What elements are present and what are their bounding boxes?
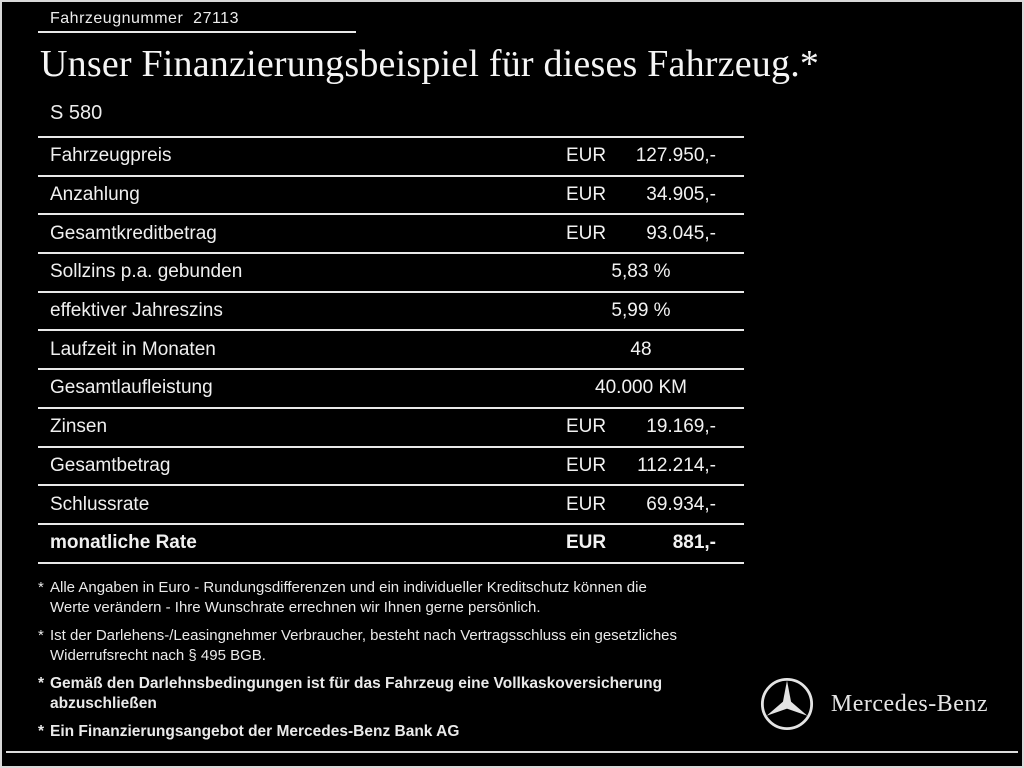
- model-name: S 580: [50, 102, 103, 124]
- currency-label: EUR: [566, 222, 607, 244]
- amount-value: 69.934,-: [646, 493, 716, 515]
- table-row: monatliche Rate EUR 881,-: [38, 525, 744, 564]
- row-value: EUR 34.905,-: [566, 184, 716, 206]
- amount-value: 34.905,-: [646, 184, 716, 206]
- row-value: EUR 127.950,-: [566, 145, 716, 167]
- finance-table: Fahrzeugpreis EUR 127.950,- Anzahlung EUR 34.…: [38, 136, 744, 564]
- amount-value: 40.000 KM: [595, 377, 687, 399]
- row-value: EUR 112.214,-: [566, 455, 716, 477]
- table-row: Zinsen EUR 19.169,-: [38, 409, 744, 448]
- amount-value: 881,-: [672, 532, 716, 554]
- vehicle-number: Fahrzeugnummer 27113: [50, 10, 239, 27]
- footnote-text: Ist der Darlehens-/Leasingnehmer Verbrau…: [50, 627, 678, 664]
- brand-name: Mercedes-Benz: [830, 690, 988, 717]
- amount-value: 112.214,-: [637, 454, 716, 476]
- header-divider: [38, 31, 356, 33]
- row-label: effektiver Jahreszins: [50, 300, 223, 322]
- row-label: Gesamtlaufleistung: [50, 377, 213, 399]
- row-label: Gesamtkreditbetrag: [50, 222, 217, 244]
- currency-label: EUR: [566, 493, 607, 515]
- currency-label: EUR: [566, 145, 607, 167]
- footnotes: * Alle Angaben in Euro - Rundungsdifferen…: [38, 578, 686, 750]
- row-label: Gesamtbetrag: [50, 454, 171, 476]
- row-label: Sollzins p.a. gebunden: [50, 261, 243, 283]
- row-label: Zinsen: [50, 416, 108, 438]
- currency-label: EUR: [566, 532, 607, 554]
- bottom-divider: [6, 751, 1018, 753]
- row-value: 40.000 KM: [566, 377, 716, 399]
- footnote-marker: *: [38, 723, 45, 740]
- table-row: Anzahlung EUR 34.905,-: [38, 177, 744, 216]
- table-row: Gesamtkreditbetrag EUR 93.045,-: [38, 215, 744, 255]
- footnote-marker: *: [38, 579, 44, 596]
- row-value: EUR 19.169,-: [566, 416, 716, 438]
- footnote-text: Ein Finanzierungsangebot der Mercedes-Be…: [50, 723, 460, 740]
- row-value: EUR 69.934,-: [566, 494, 716, 516]
- table-row: Sollzins p.a. gebunden 5,83 %: [38, 254, 744, 293]
- row-label: Anzahlung: [50, 184, 140, 206]
- mercedes-star-icon: [759, 676, 815, 732]
- row-value: EUR 881,-: [566, 532, 716, 554]
- footnote-text: Gemäß den Darlehnsbedingungen ist für da…: [50, 675, 663, 712]
- row-label: Fahrzeugpreis: [50, 145, 172, 167]
- table-row: Laufzeit in Monaten 48: [38, 331, 744, 371]
- amount-value: 5,83 %: [611, 261, 671, 283]
- row-value: EUR 93.045,-: [566, 223, 716, 245]
- table-row: Schlussrate EUR 69.934,-: [38, 486, 744, 525]
- table-row: Gesamtlaufleistung 40.000 KM: [38, 370, 744, 409]
- currency-label: EUR: [566, 454, 607, 476]
- footnote: * Gemäß den Darlehnsbedingungen ist für d…: [38, 674, 686, 714]
- currency-label: EUR: [566, 184, 607, 206]
- branding: Mercedes-Benz: [759, 676, 988, 732]
- row-label: Laufzeit in Monaten: [50, 338, 216, 360]
- amount-value: 48: [630, 338, 652, 360]
- footnote: * Ein Finanzierungsangebot der Mercedes-B…: [38, 722, 686, 742]
- amount-value: 5,99 %: [611, 300, 671, 322]
- row-value: 5,99 %: [566, 300, 716, 322]
- row-label: monatliche Rate: [50, 532, 197, 554]
- amount-value: 127.950,-: [635, 145, 716, 167]
- footnote-marker: *: [38, 627, 44, 644]
- row-value: 5,83 %: [566, 261, 716, 283]
- table-row: effektiver Jahreszins 5,99 %: [38, 293, 744, 332]
- table-row: Fahrzeugpreis EUR 127.950,-: [38, 138, 744, 177]
- row-value: 48: [566, 339, 716, 361]
- footnote: * Ist der Darlehens-/Leasingnehmer Verbra…: [38, 626, 686, 666]
- amount-value: 93.045,-: [646, 222, 716, 244]
- footnote-text: Alle Angaben in Euro - Rundungsdifferenz…: [50, 579, 647, 616]
- footnote-marker: *: [38, 675, 45, 692]
- amount-value: 19.169,-: [646, 416, 716, 438]
- table-row: Gesamtbetrag EUR 112.214,-: [38, 448, 744, 487]
- currency-label: EUR: [566, 416, 607, 438]
- row-label: Schlussrate: [50, 493, 150, 515]
- footnote: * Alle Angaben in Euro - Rundungsdifferen…: [38, 578, 686, 618]
- page-title: Unser Finanzierungsbeispiel für dieses F…: [40, 43, 820, 85]
